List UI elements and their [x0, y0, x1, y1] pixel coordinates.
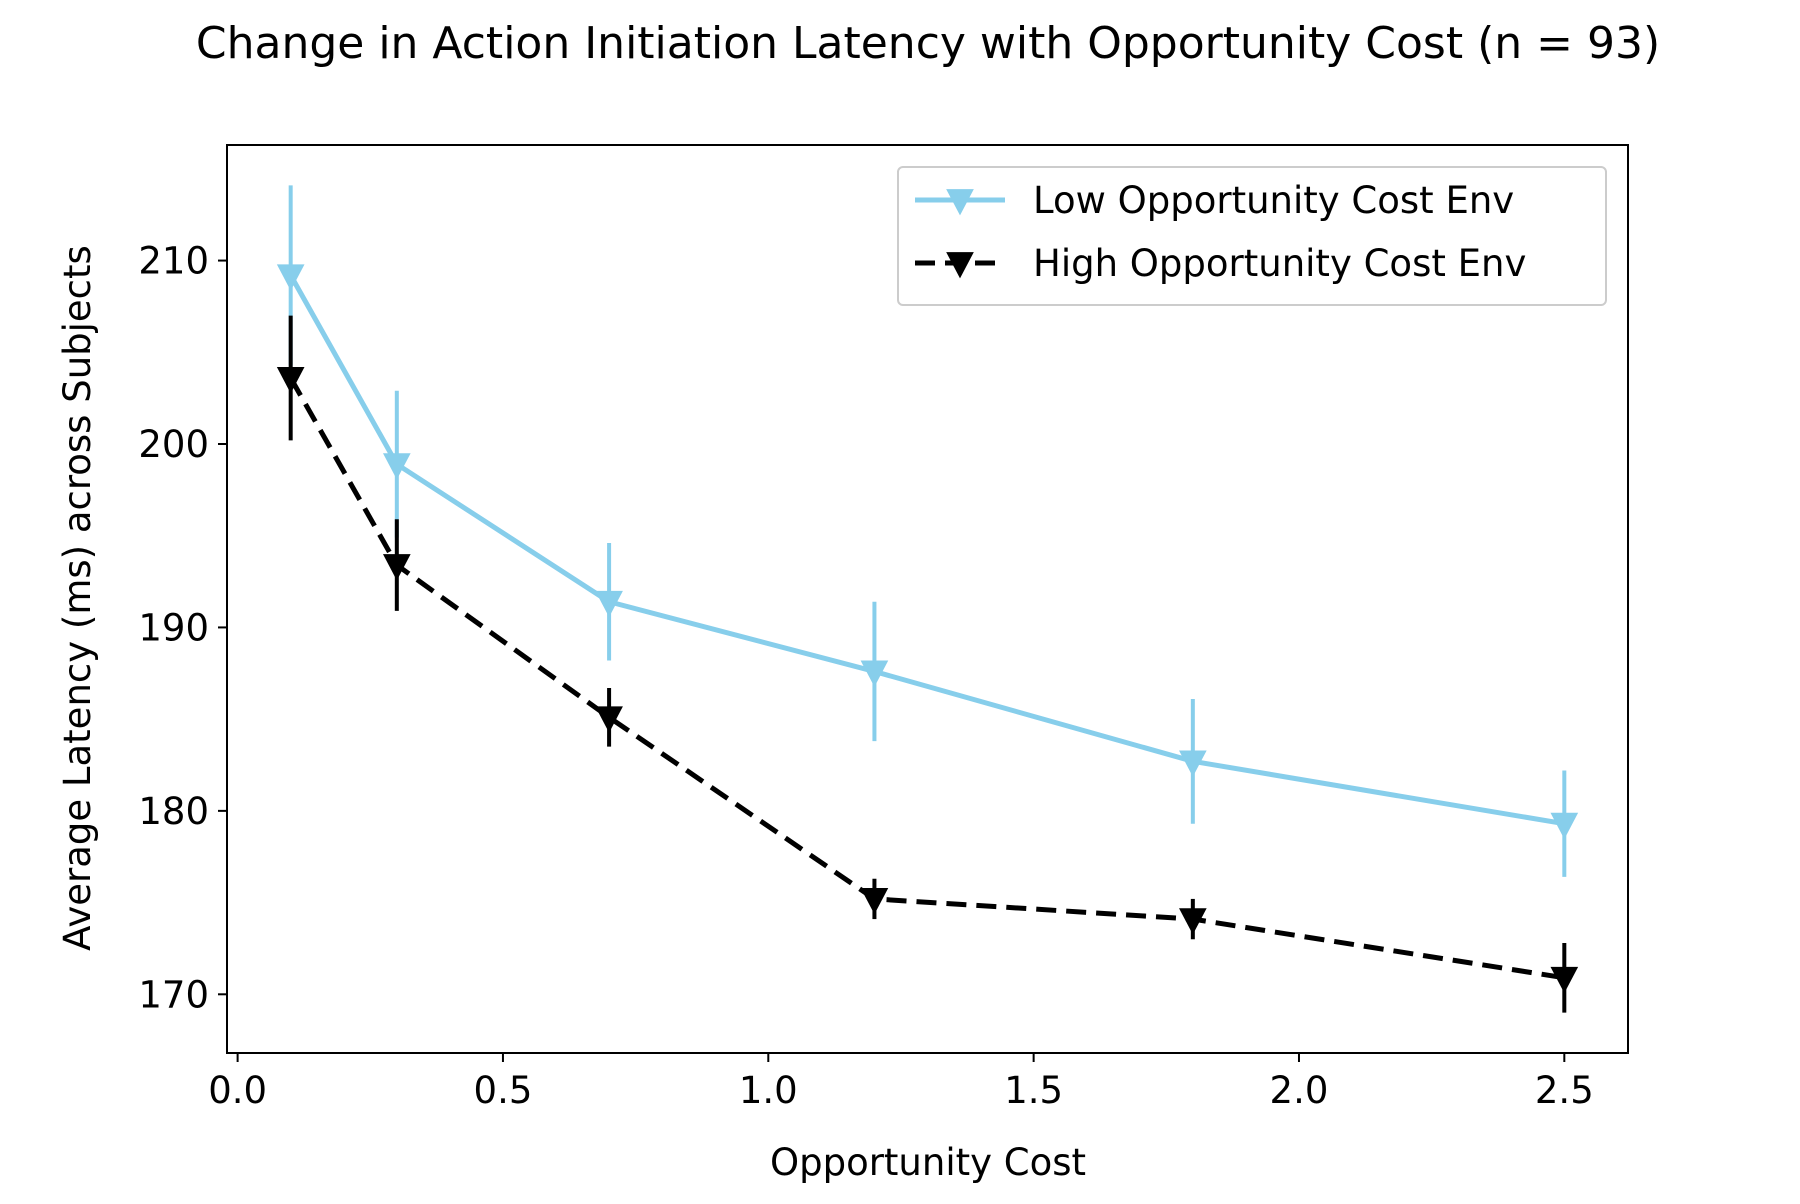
data-point: [382, 453, 411, 480]
data-point: [1550, 966, 1579, 994]
legend-swatch-marker: [946, 252, 974, 279]
legend-box: [897, 166, 1607, 306]
y-tick-label: 170: [138, 973, 209, 1016]
data-point: [1179, 750, 1207, 777]
data-point: [595, 590, 623, 618]
data-point: [276, 367, 305, 394]
y-tick-label: 210: [138, 240, 209, 283]
legend-entry: High Opportunity Cost Env: [1033, 242, 1526, 285]
x-tick-label: 1.5: [1004, 1069, 1063, 1112]
x-tick-label: 0.5: [474, 1069, 533, 1112]
y-tick-label: 200: [138, 423, 209, 466]
series-line-0: [288, 274, 1565, 827]
legend-entry: Low Opportunity Cost Env: [1033, 179, 1514, 222]
y-axis-label: Average Latency (ms) across Subjects: [56, 245, 99, 951]
data-point: [860, 660, 889, 687]
plot-frame: [226, 144, 1629, 1054]
x-tick-label: 0.0: [208, 1069, 267, 1112]
data-point: [595, 706, 623, 733]
data-point: [382, 554, 411, 581]
plot-area: 0.0 0.5 1.0 1.5 2.0 2.5 170 180 190 200 210 Low Opp…: [138, 144, 1629, 1112]
legend-swatch-marker: [946, 189, 974, 216]
y-tick-label: 190: [138, 606, 209, 649]
data-point: [1179, 908, 1207, 935]
x-tick-label: 2.0: [1270, 1069, 1329, 1112]
data-point: [276, 264, 305, 291]
data-point: [1550, 812, 1579, 840]
data-point: [860, 888, 889, 915]
x-tick-label: 1.0: [739, 1069, 798, 1112]
y-tick-label: 180: [138, 790, 209, 833]
x-axis-label: Opportunity Cost: [770, 1141, 1086, 1184]
series-line-1: [288, 376, 1565, 981]
chart-title: Change in Action Initiation Latency with…: [196, 18, 1660, 69]
x-tick-label: 2.5: [1535, 1069, 1594, 1112]
